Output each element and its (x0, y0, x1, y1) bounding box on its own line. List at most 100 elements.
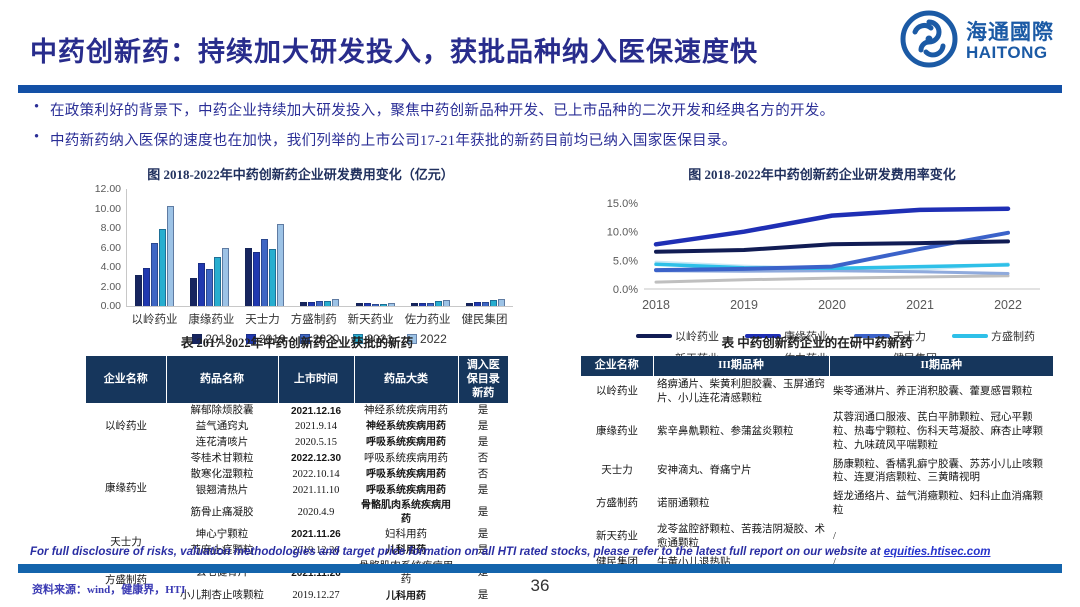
table-row: 益气通窍丸 2021.9.14 神经系统疾病用药 是 (86, 419, 508, 435)
table-cell: 神经系统疾病用药 (366, 421, 446, 433)
left-table-body: 以岭药业 解郁除烦胶囊 2021.12.16 神经系统疾病用药是益气通窍丸 2021.9… (86, 403, 508, 604)
line-series-健民集团 (654, 274, 1010, 284)
approved-drugs-table-block: 表 2017-2022年中药创新药企业获批的新药 企业名称 药品名称 上市时间 药品大… (86, 332, 508, 604)
table-row: 康缘药业 苓桂术甘颗粒 2022.12.30 呼吸系统疾病用药否 (86, 451, 508, 494)
legend-swatch (245, 334, 256, 344)
legend-label: 2018 (205, 332, 232, 346)
title-divider (18, 85, 1062, 93)
legend-label: 天士力 (893, 331, 926, 343)
table-cell: 神经系统疾病用药 (364, 405, 448, 417)
bar (442, 299, 450, 306)
rd-expense-ratio-line-chart: 图 2018-2022年中药创新药企业研发费用率变化 0.0% 5.0% 10.0%… (592, 164, 1052, 366)
legend-item: 天士力 (854, 328, 926, 344)
table-cell: 是 (477, 506, 489, 518)
phase2-cell: 苁蓉润通口服液、芪白平肺颗粒、冠心平颗粒、热毒宁颗粒、伤科天芎凝胶、麻杏止哮颗粒… (833, 411, 1043, 451)
legend-item: 2020 (299, 332, 340, 346)
table-cell: 2022.10.14 (292, 468, 340, 480)
bar (143, 267, 151, 306)
table-cell: 呼吸系统疾病用药 (366, 469, 446, 481)
pipeline-drugs-table: 企业名称 III期品种 II期品种 以岭药业 络痹通片、柴黄利胆胶囊、玉屏通窍片、小儿… (581, 356, 1053, 572)
table-cell: 散寒化湿颗粒 (190, 468, 254, 480)
bar (308, 301, 316, 306)
table-cell: 2021.9.14 (295, 421, 337, 433)
bar-group (300, 298, 340, 306)
line-chart-title: 图 2018-2022年中药创新药企业研发费用率变化 (688, 167, 956, 182)
phase2-cell: 肠康颗粒、香橘乳癖宁胶囊、苏苏小儿止咳颗粒、连夏消痞颗粒、三黄睛视明 (833, 458, 1043, 484)
bar-chart-y-axis: 0.00 2.00 4.00 6.00 8.00 10.00 12.00 (88, 183, 126, 312)
right-table-title: 表 中药创新药企业的在研中药新药 (721, 336, 913, 350)
bar-y-tick-label: 4.00 (100, 261, 121, 273)
legend-item: 2022 (407, 332, 447, 346)
bar (245, 248, 253, 306)
bar-group (135, 205, 175, 306)
bar (434, 301, 442, 306)
table-cell: 呼吸系统疾病用药 (364, 452, 448, 464)
legend-label: 2022 (420, 332, 447, 346)
column-header: II期品种 (829, 356, 1053, 376)
bar (473, 301, 481, 306)
page-number: 36 (530, 576, 550, 595)
disclosure-body: For full disclosure of risks, valuation … (30, 546, 884, 558)
bar-y-tick-label: 2.00 (100, 280, 121, 293)
company-cell: 健民集团 (596, 556, 638, 568)
bullet-item: 在政策利好的背景下，中药企业持续加大研发投入，聚焦中药创新品种开发、已上市品种的… (32, 99, 1052, 120)
table-cell: 2019.12.27 (292, 590, 340, 602)
footer-divider (18, 564, 1062, 573)
table-cell: 是 (477, 590, 489, 602)
table-cell: 银翘清热片 (195, 484, 249, 496)
bar (418, 302, 426, 306)
table-row: 筋骨止痛凝胶 2020.4.9 骨骼肌肉系统疾病用药 是 (86, 498, 508, 526)
line-x-tick-label: 2018 (642, 298, 670, 312)
bar (497, 298, 505, 306)
bar (316, 300, 324, 306)
table-cell: 是 (477, 421, 489, 433)
phase2-cell: / (833, 556, 836, 568)
table-cell: 益气通窍丸 (195, 421, 249, 433)
pipeline-drugs-table-block: 表 中药创新药企业的在研中药新药 企业名称 III期品种 II期品种 以岭药业 络痹通… (581, 332, 1053, 572)
bar (332, 298, 340, 306)
legend-line-swatch (854, 334, 890, 338)
line-y-tick-label: 10.0% (607, 227, 638, 239)
line-x-tick-label: 2020 (818, 298, 846, 312)
bar (261, 238, 269, 306)
company-cell: 以岭药业 (105, 421, 147, 433)
column-header: III期品种 (653, 356, 830, 376)
disclosure-link[interactable]: equities.htisec.com (883, 546, 991, 558)
table-cell: 儿科用药 (386, 544, 426, 556)
table-cell: 骨骼肌肉系统疾病用药 (361, 500, 451, 525)
table-row: 散寒化湿颗粒 2022.10.14 呼吸系统疾病用药 否 (86, 467, 508, 483)
table-cell: 否 (477, 452, 489, 464)
legend-item: 以岭药业 (636, 328, 719, 344)
bar (253, 252, 261, 306)
legend-label: 2020 (312, 332, 340, 346)
table-cell: 解郁除烦胶囊 (190, 405, 254, 417)
bar (198, 263, 206, 306)
disclosure-text: For full disclosure of risks, valuation … (30, 546, 1054, 558)
legend-label: 2019 (258, 332, 286, 346)
legend-swatch (299, 334, 310, 344)
approved-drugs-table: 企业名称 药品名称 上市时间 药品大类 调入医保目录 新药 以岭药业 解郁除烦胶囊 2021… (86, 356, 508, 604)
bar-group (245, 224, 285, 306)
bar-y-tick-label: 6.00 (100, 241, 121, 254)
bar-y-tick-label: 10.00 (94, 202, 121, 215)
bar-y-tick-label: 0.00 (100, 300, 121, 312)
table-cell: 儿科用药 (386, 590, 426, 602)
table-cell: 2021.11.10 (292, 484, 340, 496)
bar (159, 228, 167, 306)
legend-swatch (192, 334, 203, 344)
bar (379, 303, 387, 306)
line-x-tick-label: 2019 (730, 298, 758, 312)
bar (135, 274, 143, 306)
summary-bullets: 在政策利好的背景下，中药企业持续加大研发投入，聚焦中药创新品种开发、已上市品种的… (32, 99, 1052, 159)
phase2-cell: / (833, 530, 836, 542)
phase2-cell: 蛭龙通络片、益气消癥颗粒、妇科止血消痛颗粒 (833, 491, 1043, 517)
left-table-title: 表 2017-2022年中药创新药企业获批的新药 (180, 336, 414, 350)
bar (269, 249, 277, 306)
haitong-logo-icon (900, 10, 958, 73)
legend-item: 2019 (245, 332, 286, 346)
bar (387, 303, 395, 306)
company-cell: 康缘药业 (105, 482, 147, 494)
company-cell: 方盛制药 (596, 498, 638, 510)
line-series-康缘药业 (653, 206, 1011, 247)
company-cell: 以岭药业 (596, 386, 638, 398)
